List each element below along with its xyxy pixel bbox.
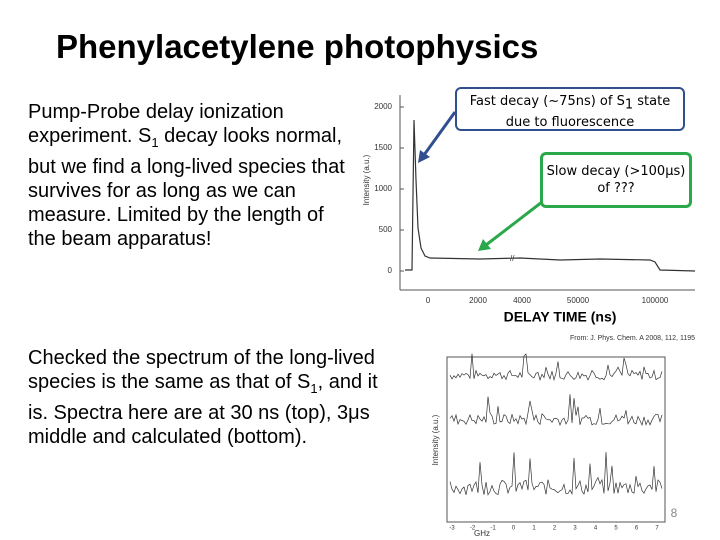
text: of ???: [597, 181, 635, 196]
callout-fast: Fast decay (~75ns) of S1 state due to fl…: [455, 87, 685, 131]
page-number: 8: [671, 506, 678, 520]
spectra-x-label: GHz: [474, 529, 490, 538]
y-tick-label: 1500: [374, 143, 392, 152]
subscript: 1: [310, 381, 318, 396]
decay-x-label: DELAY TIME (ns): [504, 309, 617, 325]
subscript: 1: [151, 135, 159, 150]
y-tick-label: 2000: [374, 102, 392, 111]
axis-break: //: [510, 254, 515, 263]
x-tick-label: 100000: [642, 296, 669, 305]
text: , and it is. Spectra here are at 30 ns (…: [28, 371, 378, 448]
spectrum-trace: [449, 353, 663, 382]
y-tick-label: 500: [379, 225, 393, 234]
x-tick-label: 4: [594, 526, 598, 532]
x-tick-label: 0: [426, 296, 431, 305]
x-tick-label: 1: [532, 526, 536, 532]
x-tick-label: 7: [655, 526, 659, 532]
y-tick-label: 0: [388, 266, 393, 275]
text: Fast decay (~75ns) of S: [469, 94, 625, 109]
text: Slow decay (>100μs): [546, 164, 686, 179]
spectra-frame: [446, 356, 666, 523]
paragraph: Pump-Probe delay ionization experiment. …: [28, 100, 353, 251]
text: Pump-Probe delay ionization experiment. …: [28, 101, 284, 147]
arrow: [422, 111, 457, 156]
spectrum-trace: [449, 394, 663, 427]
x-tick-label: 5: [614, 526, 618, 532]
text: state due to fluorescence: [505, 94, 671, 130]
x-tick-label: 3: [573, 526, 577, 532]
citation: From: J. Phys. Chem. A 2008, 112, 1195: [570, 335, 695, 342]
x-tick-label: -1: [490, 526, 496, 532]
y-tick-label: 1000: [374, 184, 392, 193]
x-tick-label: 4000: [513, 296, 531, 305]
text: Checked the spectrum of the long-lived s…: [28, 347, 375, 393]
x-tick-label: -2: [470, 526, 476, 532]
paragraph: Checked the spectrum of the long-lived s…: [28, 346, 383, 449]
slide-title: Phenylacetylene photophysics: [56, 28, 539, 65]
spectrum-trace: [449, 451, 663, 496]
decay-curve: [405, 119, 696, 272]
x-tick-label: 0: [512, 526, 516, 532]
text: decay looks normal, but we find a long-l…: [28, 125, 345, 250]
subscript: 1: [624, 97, 634, 113]
x-tick-label: -3: [449, 526, 455, 532]
arrowhead: [478, 239, 491, 251]
x-tick-label: 6: [635, 526, 639, 532]
x-tick-label: 2: [553, 526, 557, 532]
spectra-y-label: Intensity (a.u.): [431, 414, 440, 465]
callout-slow: Slow decay (>100μs) of ???: [540, 152, 692, 208]
x-tick-label: 50000: [567, 296, 590, 305]
x-tick-label: 2000: [469, 296, 487, 305]
decay-y-label: Intensity (a.u.): [362, 154, 371, 205]
arrowhead: [418, 150, 430, 163]
